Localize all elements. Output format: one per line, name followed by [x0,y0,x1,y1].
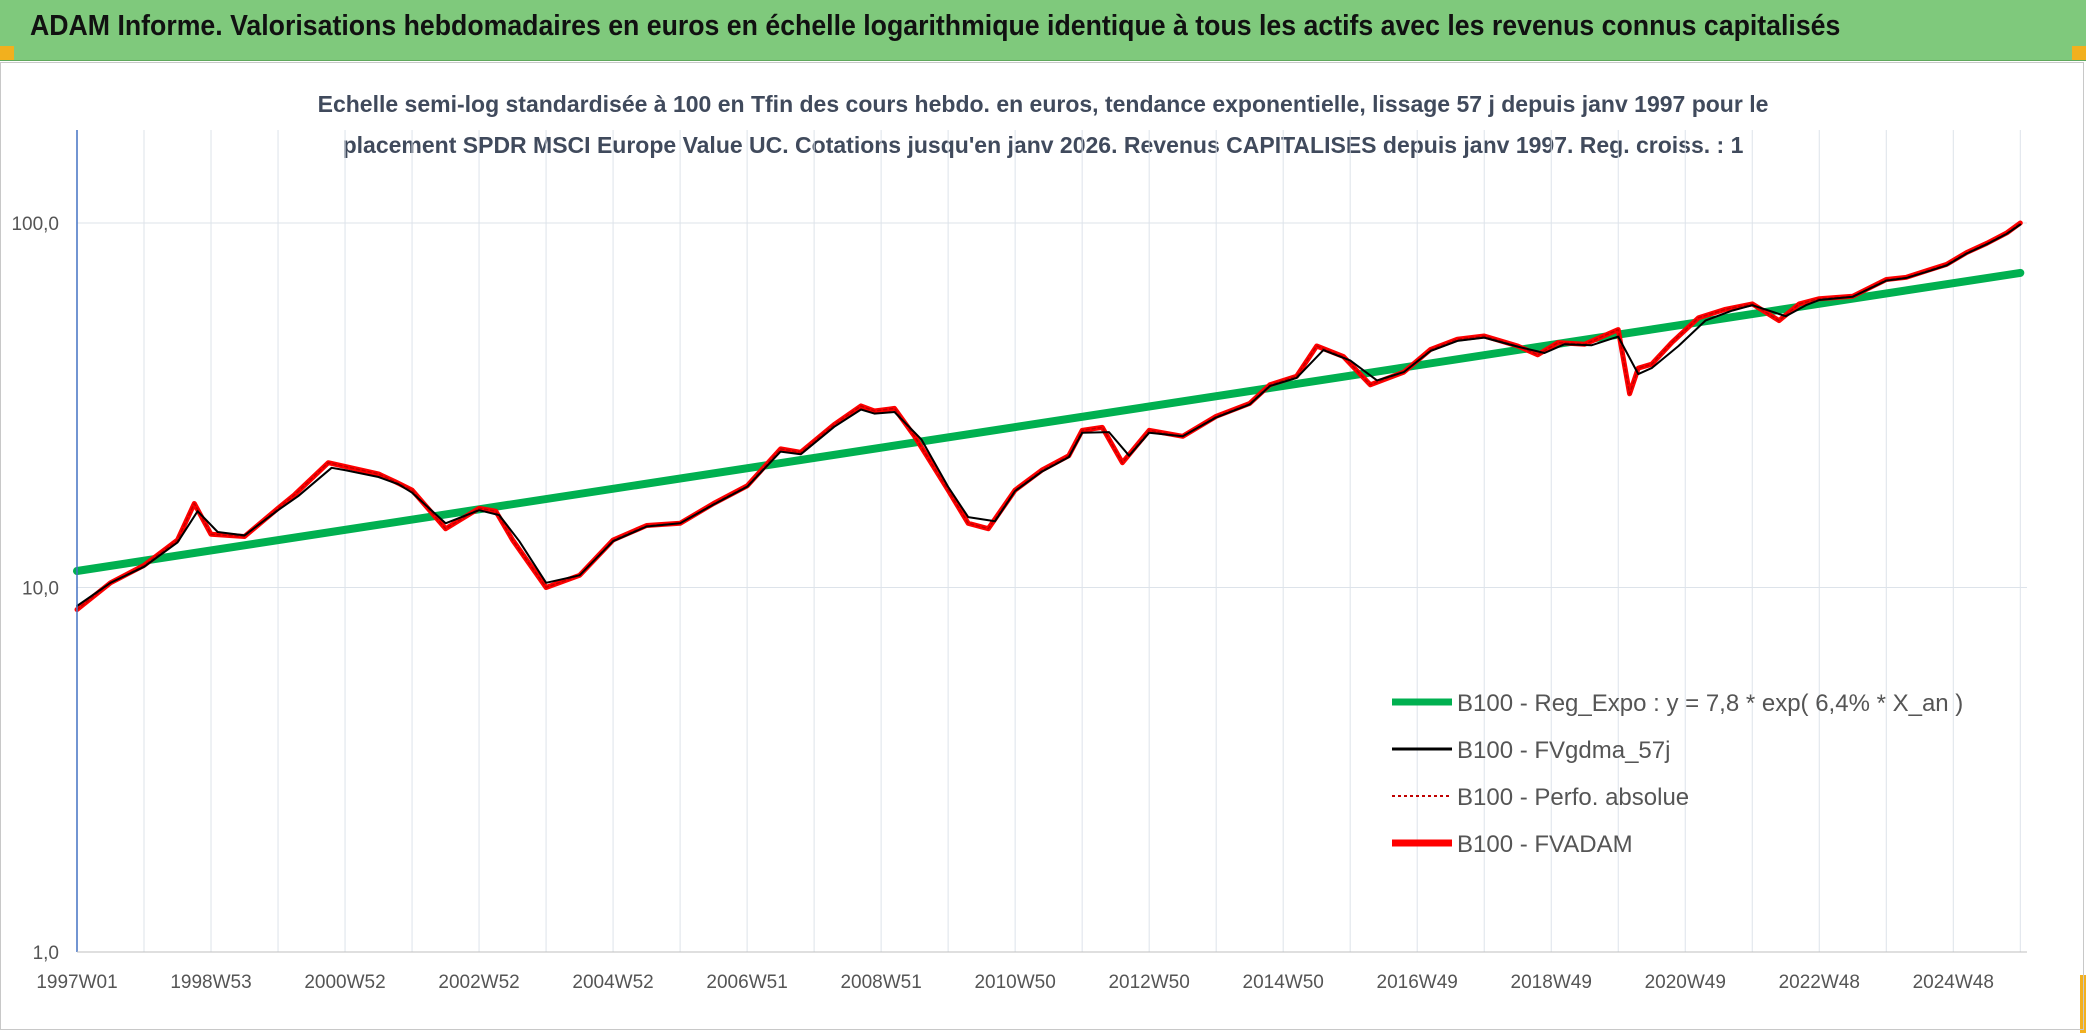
corner-accent-left [0,46,14,60]
chart-subtitle: Echelle semi-log standardisée à 100 en T… [0,84,2086,166]
x-tick-label-7: 2010W50 [974,972,1055,993]
x-tick-label-13: 2022W48 [1779,972,1860,993]
x-tick-label-4: 2004W52 [572,972,653,993]
gridlines [76,130,2027,953]
chart-subtitle-line-1: Echelle semi-log standardisée à 100 en T… [317,91,1769,117]
series-layer [73,220,2025,613]
series-line-perfo-absolue [76,222,2022,611]
x-tick-labels: 1997W01 1998W53 2000W52 2002W52 2004W52 2006W… [36,972,1994,993]
chart-subtitle-line-2: placement SPDR MSCI Europe Value UC. Cot… [342,132,1744,158]
legend-label-0: B100 - Reg_Expo : y = 7,8 * exp( 6,4% * … [1457,690,1963,717]
x-tick-label-8: 2012W50 [1108,972,1189,993]
x-tick-label-3: 2002W52 [438,972,519,993]
x-tick-label-6: 2008W51 [840,972,921,993]
series-fvgdma-57j [76,223,2022,607]
y-tick-label-2: 100,0 [11,214,59,235]
y-tick-label-0: 1,0 [33,943,59,964]
series-trend [73,268,2025,575]
series-line-trend [73,268,2025,575]
x-tick-label-12: 2020W49 [1645,972,1726,993]
legend-label-1: B100 - FVgdma_57j [1457,737,1670,764]
y-tick-label-1: 10,0 [22,579,59,600]
chart-frame [0,62,2084,1030]
legend-item-1: B100 - FVgdma_57j [1392,737,1670,764]
legend-item-0: B100 - Reg_Expo : y = 7,8 * exp( 6,4% * … [1392,690,1963,717]
legend-item-2: B100 - Perfo. absolue [1392,784,1689,811]
series-line-fvadam [74,220,2023,613]
legend-label-3: B100 - FVADAM [1457,831,1633,858]
x-tick-label-5: 2006W51 [706,972,787,993]
x-tick-label-1: 1998W53 [170,972,251,993]
y-tick-labels: 1,0 10,0 100,0 [11,214,59,964]
corner-accent-right [2072,46,2086,60]
x-tick-label-2: 2000W52 [304,972,385,993]
legend: B100 - Reg_Expo : y = 7,8 * exp( 6,4% * … [1392,690,1963,858]
page-title: ADAM Informe. Valorisations hebdomadaire… [30,10,1841,42]
legend-label-2: B100 - Perfo. absolue [1457,784,1689,811]
legend-item-3: B100 - FVADAM [1392,831,1633,858]
x-tick-label-14: 2024W48 [1913,972,1994,993]
x-tick-label-10: 2016W49 [1377,972,1458,993]
x-tick-label-0: 1997W01 [36,972,117,993]
series-perfo-absolue [76,222,2022,611]
x-tick-label-11: 2018W49 [1511,972,1592,993]
x-tick-label-9: 2014W50 [1243,972,1324,993]
series-fvadam [74,220,2023,613]
series-line-fvgdma-57j [76,223,2022,607]
header-bar: ADAM Informe. Valorisations hebdomadaire… [0,0,2086,61]
